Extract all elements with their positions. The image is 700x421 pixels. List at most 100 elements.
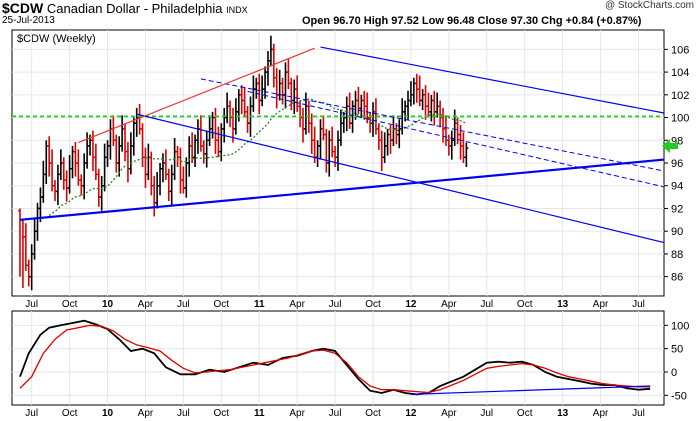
- symbol: $CDW: [2, 0, 44, 16]
- ohlc-bar: [166, 168, 171, 202]
- ohlc-bar: [187, 136, 192, 177]
- ohlc-bar: [163, 149, 168, 181]
- mid-channel-line: [200, 78, 665, 172]
- ohlc-bar: [55, 164, 60, 206]
- ohlc-bar: [152, 176, 157, 217]
- price-y-tick-label: 88: [671, 249, 683, 261]
- price-y-tick-label: 96: [671, 158, 683, 170]
- ohlc-bar: [300, 107, 305, 143]
- ohlc-bar: [143, 147, 148, 188]
- ohlc-bar: [26, 259, 31, 287]
- ohlc-bar: [140, 123, 145, 167]
- price-y-tick-label: 86: [671, 272, 683, 284]
- ohlc-bar: [82, 153, 87, 200]
- ohlc-bar: [283, 62, 288, 109]
- ohlc-bar: [251, 75, 256, 112]
- moving-average-line: [48, 98, 467, 217]
- ohlc-bar: [117, 136, 122, 177]
- price-x-tick-label: Apr: [441, 299, 457, 310]
- osc-x-tick-label: Apr: [138, 408, 154, 419]
- ohlc-bars: [18, 35, 469, 291]
- osc-y-tick-label: 50: [671, 344, 683, 356]
- stockcharts-watermark: @ StockCharts.com: [604, 0, 694, 11]
- ohlc-bar: [280, 77, 285, 105]
- ohlc-bar: [245, 106, 250, 133]
- price-x-tick-label: 12: [405, 299, 417, 310]
- ohlc-bar: [193, 134, 198, 167]
- ohlc-bar: [195, 119, 200, 154]
- ohlc-bar: [70, 145, 75, 179]
- ohlc-bar: [123, 123, 128, 162]
- chart-date: 25-Jul-2013: [2, 15, 55, 26]
- osc-x-tick-label: Jul: [632, 408, 645, 419]
- ohlc-bar: [277, 69, 282, 101]
- ohlc-bar: [411, 77, 416, 105]
- ohlc-bar: [228, 100, 233, 128]
- osc-x-tick-label: 13: [557, 408, 569, 419]
- ohlc-bar: [32, 217, 37, 260]
- ohlc-bar: [175, 145, 180, 167]
- osc-y-tick-label: 100: [671, 320, 689, 332]
- osc-y-tick-label: 0: [671, 367, 677, 379]
- price-x-tick-label: Oct: [365, 299, 381, 310]
- chart-header-ticker: $CDW Canadian Dollar - Philadelphia INDX: [2, 0, 248, 16]
- ohlc-bar: [336, 130, 340, 171]
- osc-x-tick-label: Jul: [329, 408, 342, 419]
- price-x-tick-label: Apr: [289, 299, 305, 310]
- exchange: INDX: [226, 5, 248, 15]
- ohlc-bar: [385, 128, 390, 156]
- ohlc-bar: [239, 85, 244, 115]
- ohlc-bar: [207, 115, 212, 146]
- ohlc-bar: [58, 149, 63, 181]
- ohlc-bar: [47, 136, 52, 177]
- ohlc-bar: [318, 119, 323, 160]
- ohlc-bar: [368, 111, 373, 133]
- ohlc-bar: [169, 164, 174, 206]
- open-label: Open: [302, 15, 331, 27]
- ohlc-bar: [449, 130, 454, 160]
- price-y-tick-label: 100: [671, 113, 689, 125]
- price-x-tick-label: Jul: [25, 299, 38, 310]
- ohlc-bar: [403, 100, 408, 122]
- ohlc-bar: [120, 115, 125, 152]
- osc-x-tick-label: 11: [254, 408, 265, 419]
- current-price-arrow-icon: [662, 139, 678, 153]
- price-x-tick-label: Oct: [62, 299, 78, 310]
- axis-labels: Jul Jul Oct Oct 10 10 Apr Apr Jul Jul Oct Oct 11 11 Ap…: [25, 44, 689, 419]
- osc-y-tick-label: -50: [671, 390, 687, 402]
- ohlc-bar: [263, 66, 268, 99]
- ohlc-bar: [333, 145, 338, 167]
- price-y-tick-label: 94: [671, 181, 683, 193]
- ohlc-bar: [341, 111, 346, 133]
- ohlc-bar: [260, 75, 265, 107]
- ohlc-bar: [61, 157, 66, 190]
- ohlc-bar: [461, 132, 466, 163]
- low-label: Low: [421, 15, 444, 27]
- ohlc-bar: [391, 115, 396, 146]
- price-x-tick-label: Jul: [480, 299, 493, 310]
- ohlc-bar: [160, 153, 165, 183]
- price-panel-title: $CDW (Weekly): [17, 33, 96, 45]
- ohlc-bar: [292, 79, 297, 115]
- osc-x-tick-label: Jul: [480, 408, 493, 419]
- support-trendline: [19, 158, 665, 221]
- ohlc-bar: [111, 115, 116, 146]
- security-name: Canadian Dollar - Philadelphia: [46, 1, 223, 16]
- ohlc-bar: [158, 163, 163, 196]
- ohlc-bar: [423, 85, 428, 120]
- osc-x-tick-label: 12: [405, 408, 417, 419]
- ohlc-bar: [359, 94, 364, 119]
- ohlc-bar: [204, 130, 209, 168]
- falling-trendline: [136, 113, 665, 244]
- ohlc-bar: [446, 134, 451, 156]
- ohlc-bar: [324, 128, 329, 173]
- ohlc-bar: [254, 77, 259, 99]
- high-value: 97.52: [391, 15, 419, 27]
- ohlc-bar: [268, 35, 273, 67]
- ohlc-bar: [73, 141, 78, 177]
- price-x-tick-label: Jul: [632, 299, 645, 310]
- ohlc-bar: [67, 155, 72, 194]
- price-y-tick-label: 92: [671, 203, 683, 215]
- oscillator-line: [19, 319, 651, 396]
